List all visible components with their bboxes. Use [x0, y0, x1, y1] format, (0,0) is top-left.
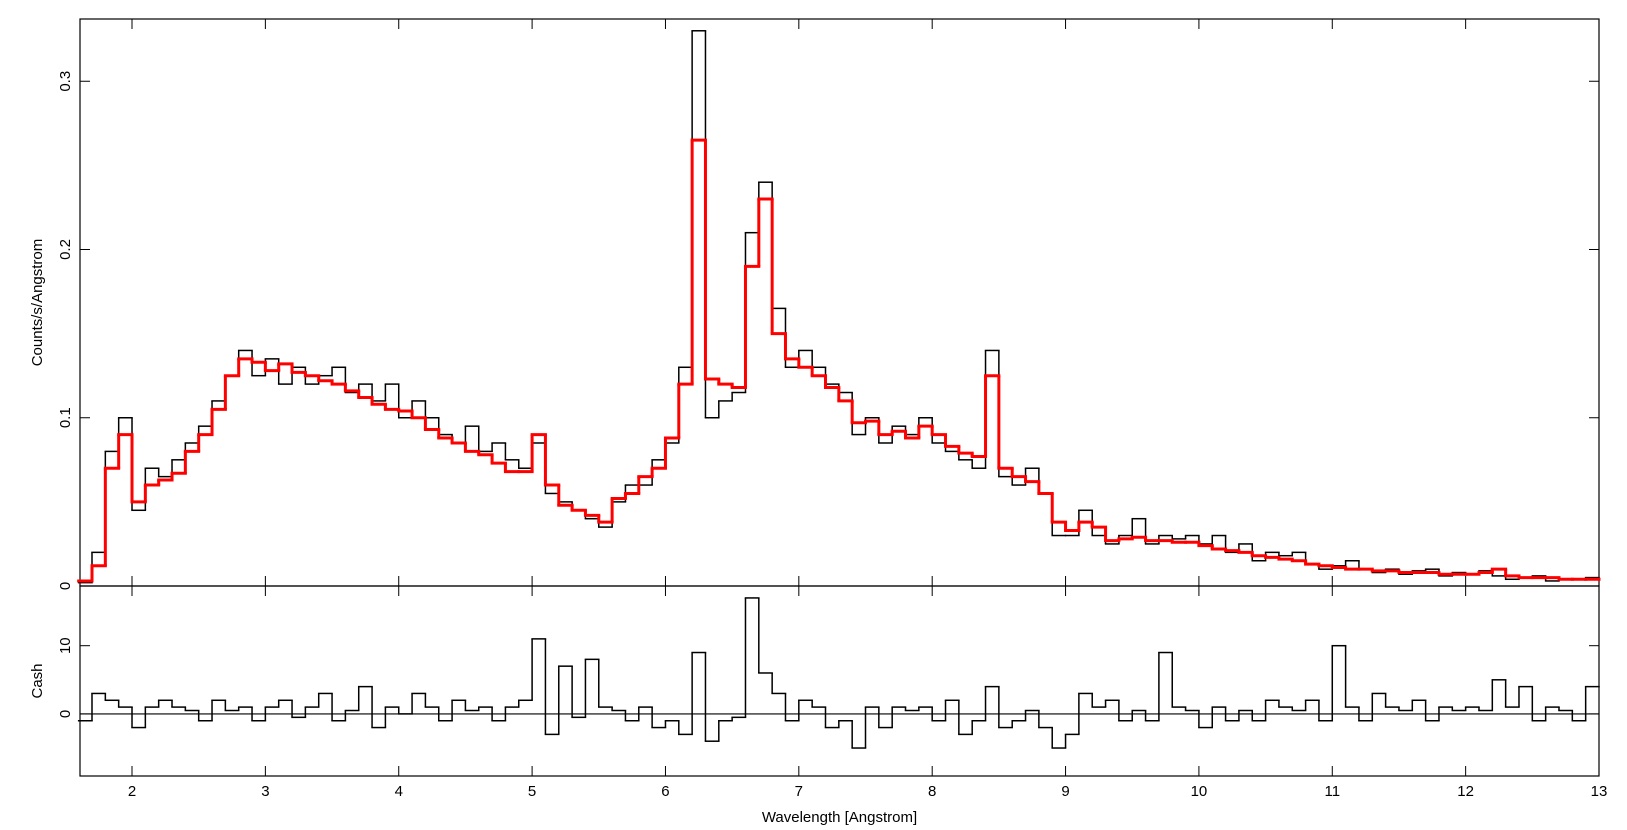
x-tick-label: 2 [128, 783, 136, 800]
x-tick-label: 5 [528, 783, 536, 800]
y-tick-label: 0.1 [57, 407, 74, 428]
step-riser [91, 597, 1587, 749]
x-tick-label: 3 [261, 783, 269, 800]
plot-frame [79, 18, 1600, 587]
y-tick-label: 0 [57, 582, 74, 590]
plot-frame [79, 585, 1600, 777]
y-tick-label: 0.2 [57, 239, 74, 260]
x-tick-label: 11 [1324, 783, 1340, 800]
y-tick-label: 0.3 [57, 71, 74, 92]
x-tick-label: 7 [795, 783, 803, 800]
y-axis-label: Counts/s/Angstrom [29, 239, 46, 367]
step-riser [91, 30, 1587, 583]
x-axis-label: Wavelength [Angstrom] [762, 809, 917, 826]
x-tick-label: 10 [1191, 783, 1208, 800]
step-riser [90, 140, 1561, 581]
x-tick-label: 8 [928, 783, 936, 800]
x-tick-label: 4 [395, 783, 403, 800]
x-tick-label: 12 [1457, 783, 1474, 800]
y-tick-label: 10 [57, 637, 74, 654]
x-tick-label: 6 [661, 783, 669, 800]
x-tick-label: 13 [1591, 783, 1608, 800]
y-tick-label: 0 [57, 710, 74, 718]
x-tick-label: 9 [1061, 783, 1069, 800]
y-axis-label: Cash [29, 663, 46, 698]
